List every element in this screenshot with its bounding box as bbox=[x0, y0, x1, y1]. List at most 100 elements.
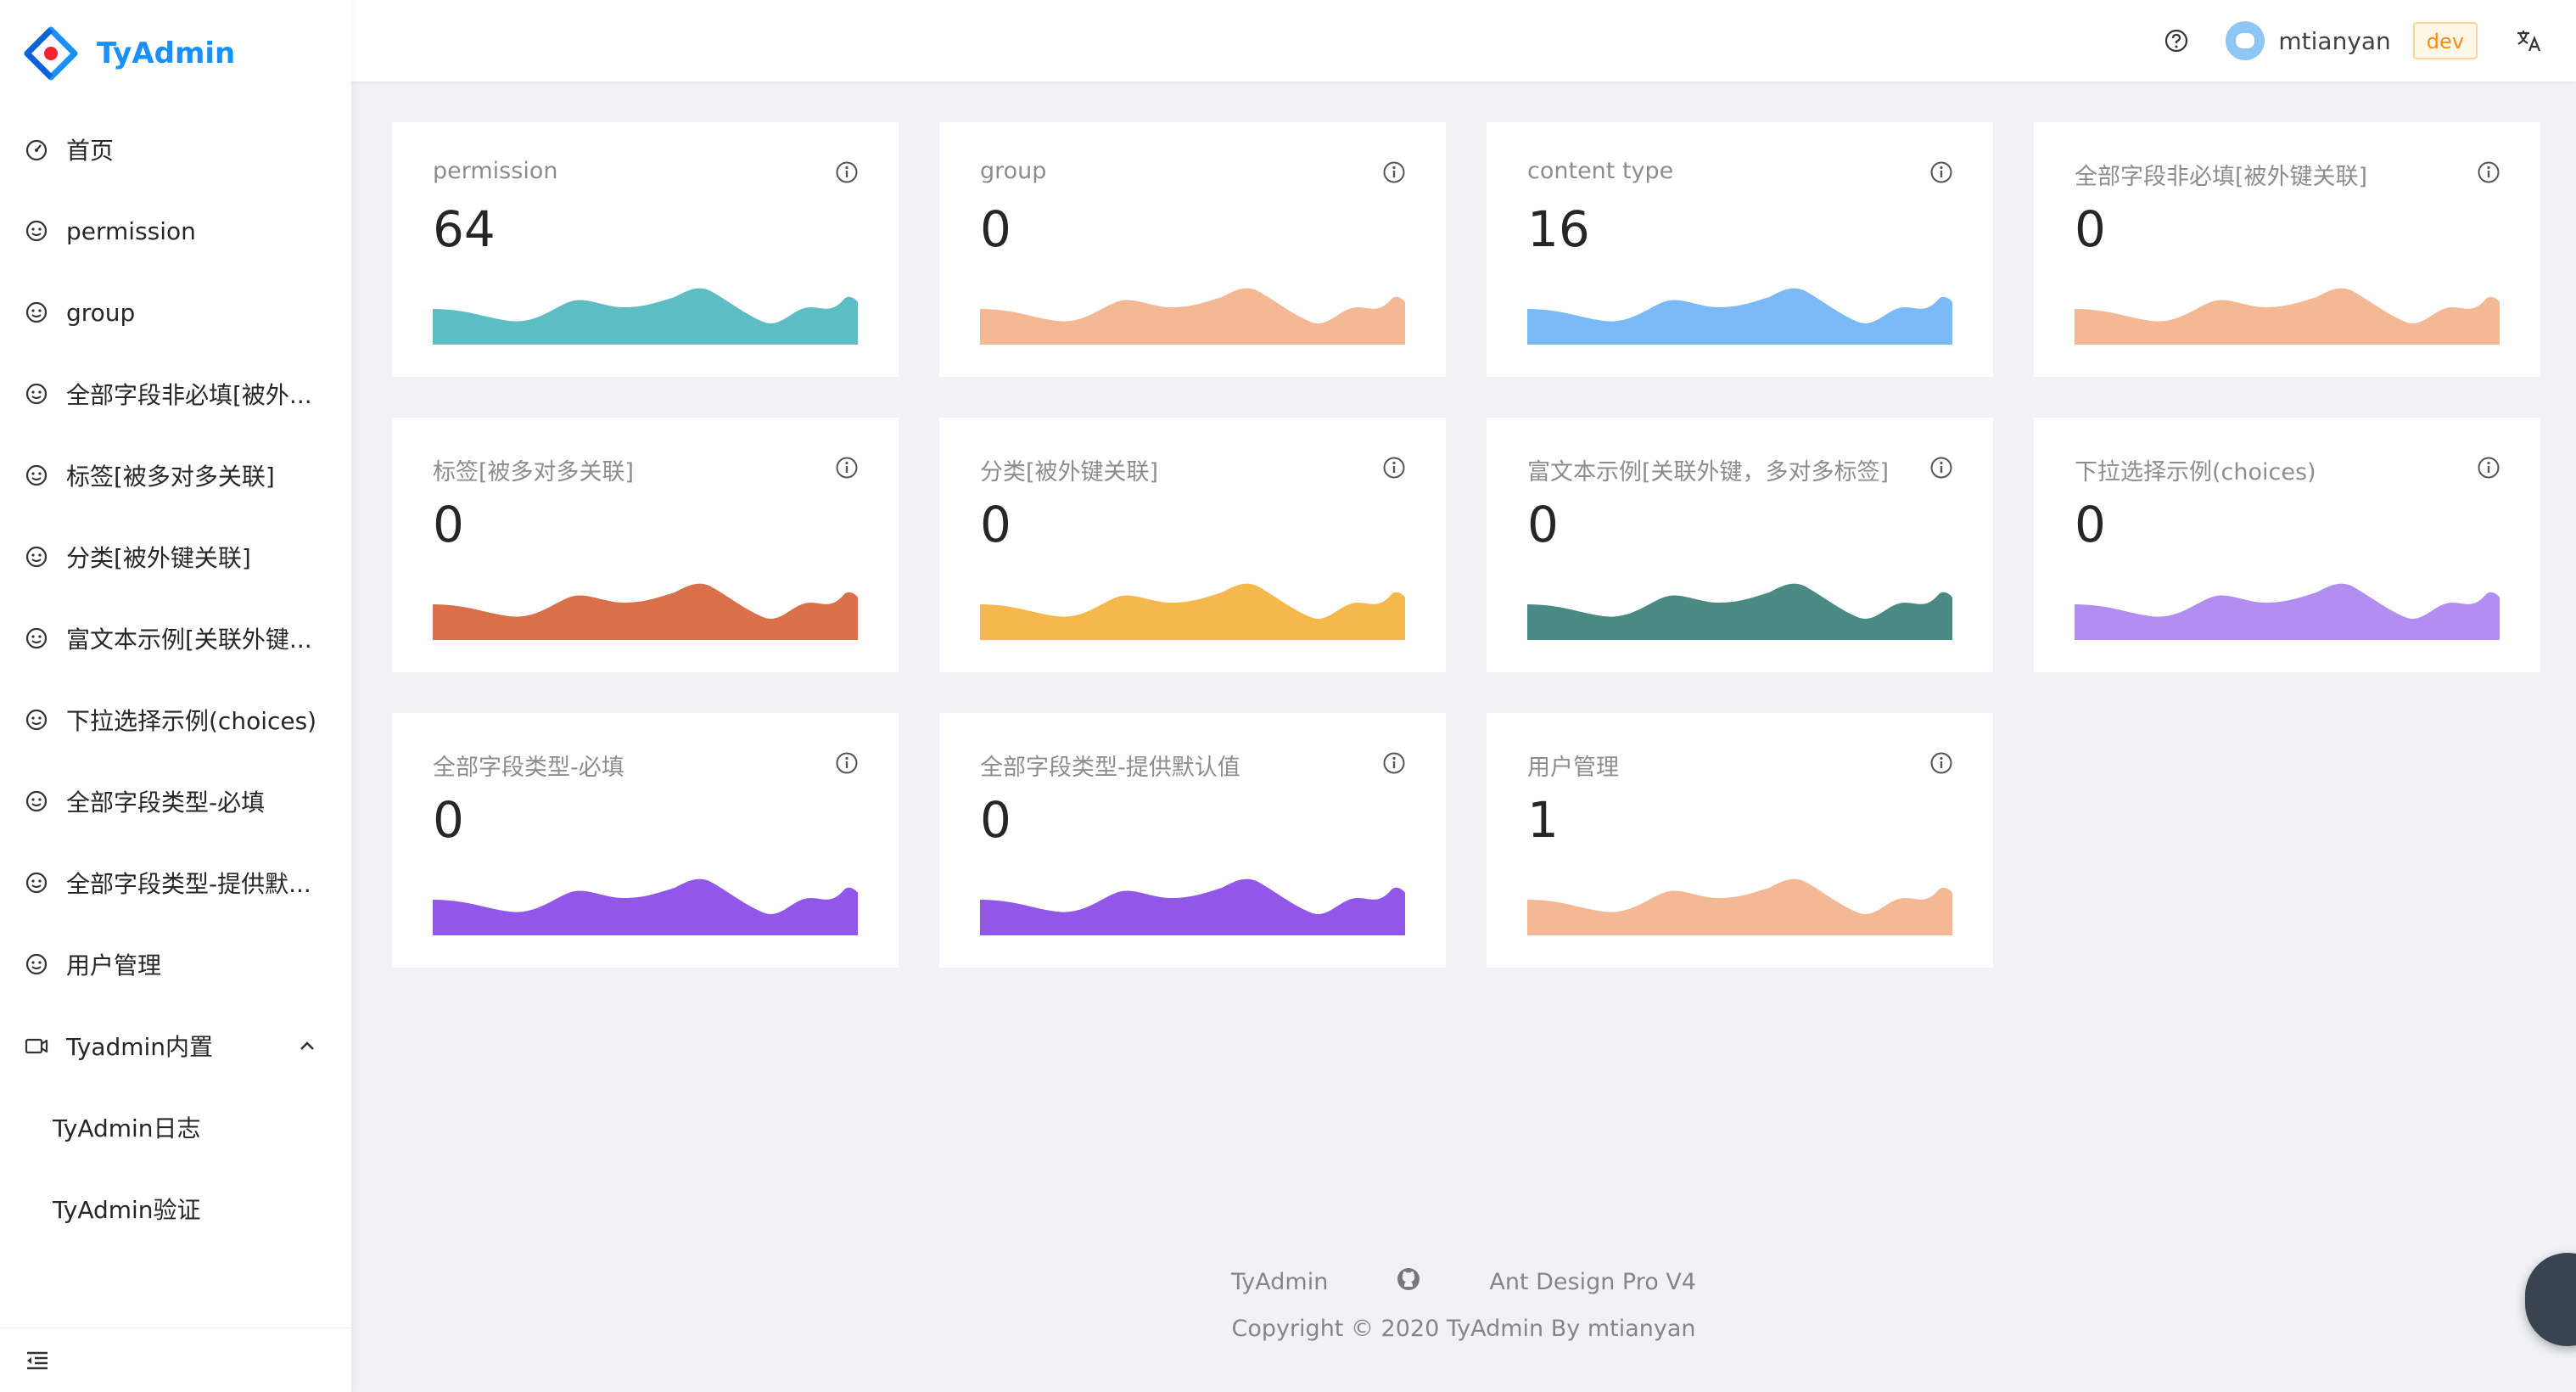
stat-card[interactable]: 全部字段非必填[被外键关联] 0 bbox=[2034, 122, 2540, 377]
sidebar-item-choices[interactable]: 下拉选择示例(choices) bbox=[0, 679, 351, 761]
smile-icon bbox=[24, 381, 49, 407]
app-title: TyAdmin bbox=[97, 36, 236, 70]
sidebar-item-label: 首页 bbox=[66, 137, 115, 165]
sidebar-item-label: permission bbox=[66, 216, 196, 245]
sidebar-item-category[interactable]: 分类[被外键关联] bbox=[0, 516, 351, 598]
sidebar-item-richtext[interactable]: 富文本示例[关联外键... bbox=[0, 598, 351, 679]
sidebar-item-label: 用户管理 bbox=[66, 951, 162, 979]
smile-icon bbox=[24, 463, 49, 488]
card-title: 用户管理 bbox=[1527, 755, 1619, 781]
footer-link-tyadmin[interactable]: TyAdmin bbox=[1231, 1268, 1329, 1295]
info-circle-icon[interactable] bbox=[834, 160, 860, 185]
card-title: 全部字段类型-必填 bbox=[433, 755, 624, 781]
env-badge: dev bbox=[2412, 22, 2478, 59]
info-circle-icon[interactable] bbox=[2476, 455, 2501, 480]
sidebar-item-label: 全部字段类型-必填 bbox=[66, 789, 266, 817]
card-value: 0 bbox=[2075, 496, 2106, 553]
info-circle-icon[interactable] bbox=[1929, 455, 1954, 480]
card-value: 0 bbox=[980, 791, 1011, 849]
area-sparkline bbox=[1527, 878, 1952, 935]
smile-icon bbox=[24, 870, 49, 895]
sidebar-subitem-verify[interactable]: TyAdmin验证 bbox=[0, 1168, 351, 1249]
smile-icon bbox=[24, 544, 49, 570]
logo[interactable]: TyAdmin bbox=[24, 24, 235, 83]
card-title: 标签[被多对多关联] bbox=[433, 459, 635, 486]
stat-card[interactable]: 富文本示例[关联外键，多对多标签] 0 bbox=[1487, 418, 1993, 672]
sidebar-menu: 首页 permission group 全部字段非必填[被外... 标签[被多对… bbox=[0, 109, 351, 1249]
avatar[interactable] bbox=[2226, 21, 2265, 60]
area-sparkline bbox=[433, 288, 858, 345]
info-circle-icon[interactable] bbox=[1929, 750, 1954, 776]
sidebar-subitem-label: TyAdmin验证 bbox=[53, 1196, 201, 1224]
card-value: 0 bbox=[2075, 200, 2106, 258]
card-value: 0 bbox=[433, 496, 464, 553]
github-icon[interactable] bbox=[1396, 1266, 1421, 1298]
sidebar-item-label: 下拉选择示例(choices) bbox=[66, 707, 317, 735]
info-circle-icon[interactable] bbox=[1381, 750, 1407, 776]
stat-card[interactable]: permission 64 bbox=[392, 122, 899, 377]
sidebar-item-all-fields-required[interactable]: 全部字段类型-必填 bbox=[0, 761, 351, 842]
sidebar-item-label: 标签[被多对多关联] bbox=[66, 463, 275, 491]
area-sparkline bbox=[1527, 288, 1952, 345]
sidebar-item-label: 分类[被外键关联] bbox=[66, 544, 251, 572]
info-circle-icon[interactable] bbox=[834, 455, 860, 480]
card-title: 分类[被外键关联] bbox=[980, 459, 1159, 486]
sidebar-item-users[interactable]: 用户管理 bbox=[0, 923, 351, 1005]
translate-icon[interactable] bbox=[2515, 27, 2542, 54]
card-value: 0 bbox=[433, 791, 464, 849]
smile-icon bbox=[24, 951, 49, 977]
smile-icon bbox=[24, 789, 49, 814]
area-sparkline bbox=[433, 878, 858, 935]
sidebar: TyAdmin 首页 permission group 全部字段非必填[被外..… bbox=[0, 0, 351, 1392]
sidebar-subitem-log[interactable]: TyAdmin日志 bbox=[0, 1086, 351, 1168]
sidebar-item-all-fields-optional[interactable]: 全部字段非必填[被外... bbox=[0, 353, 351, 435]
card-value: 0 bbox=[980, 496, 1011, 553]
chevron-up-icon bbox=[300, 1041, 314, 1050]
footer-link-antd-pro[interactable]: Ant Design Pro V4 bbox=[1489, 1268, 1696, 1295]
header-actions: mtianyan dev bbox=[2163, 0, 2542, 81]
global-footer: TyAdmin Ant Design Pro V4 Copyright © 20… bbox=[351, 1265, 2576, 1342]
card-title: permission bbox=[433, 158, 558, 184]
stat-card[interactable]: 下拉选择示例(choices) 0 bbox=[2034, 418, 2540, 672]
card-value: 0 bbox=[980, 200, 1011, 258]
stat-card[interactable]: group 0 bbox=[939, 122, 1446, 377]
video-camera-icon bbox=[24, 1033, 49, 1058]
info-circle-icon[interactable] bbox=[1381, 455, 1407, 480]
sidebar-item-group[interactable]: group bbox=[0, 272, 351, 353]
sidebar-group-label: Tyadmin内置 bbox=[66, 1033, 214, 1061]
stat-card[interactable]: 用户管理 1 bbox=[1487, 713, 1993, 968]
stat-card[interactable]: 分类[被外键关联] 0 bbox=[939, 418, 1446, 672]
smile-icon bbox=[24, 626, 49, 651]
question-circle-icon[interactable] bbox=[2163, 27, 2190, 54]
username[interactable]: mtianyan bbox=[2278, 26, 2391, 55]
sidebar-collapse-button[interactable] bbox=[0, 1327, 351, 1392]
stats-grid: permission 64 group 0 content type 16 全部… bbox=[392, 122, 2542, 968]
sidebar-item-label: 全部字段非必填[被外... bbox=[66, 381, 312, 409]
card-value: 16 bbox=[1527, 200, 1590, 258]
sidebar-item-permission[interactable]: permission bbox=[0, 190, 351, 272]
area-sparkline bbox=[1527, 583, 1952, 640]
card-title: content type bbox=[1527, 158, 1674, 184]
info-circle-icon[interactable] bbox=[834, 750, 860, 776]
info-circle-icon[interactable] bbox=[1381, 160, 1407, 185]
smile-icon bbox=[24, 707, 49, 732]
stat-card[interactable]: 全部字段类型-必填 0 bbox=[392, 713, 899, 968]
card-title: 全部字段非必填[被外键关联] bbox=[2075, 164, 2368, 190]
sidebar-item-home[interactable]: 首页 bbox=[0, 109, 351, 190]
logo-icon bbox=[24, 26, 78, 81]
top-header: mtianyan dev bbox=[351, 0, 2576, 81]
sidebar-group-tyadmin[interactable]: Tyadmin内置 bbox=[0, 1005, 351, 1086]
area-sparkline bbox=[980, 288, 1405, 345]
dashboard-icon bbox=[24, 137, 49, 162]
info-circle-icon[interactable] bbox=[2476, 160, 2501, 185]
info-circle-icon[interactable] bbox=[1929, 160, 1954, 185]
stat-card[interactable]: content type 16 bbox=[1487, 122, 1993, 377]
sidebar-item-all-fields-default[interactable]: 全部字段类型-提供默... bbox=[0, 842, 351, 923]
area-sparkline bbox=[2075, 583, 2500, 640]
stat-card[interactable]: 标签[被多对多关联] 0 bbox=[392, 418, 899, 672]
stat-card[interactable]: 全部字段类型-提供默认值 0 bbox=[939, 713, 1446, 968]
sidebar-item-tags[interactable]: 标签[被多对多关联] bbox=[0, 435, 351, 516]
smile-icon bbox=[24, 218, 49, 244]
copyright: Copyright © 2020 TyAdmin By mtianyan bbox=[1231, 1316, 1696, 1342]
smile-icon bbox=[24, 300, 49, 325]
